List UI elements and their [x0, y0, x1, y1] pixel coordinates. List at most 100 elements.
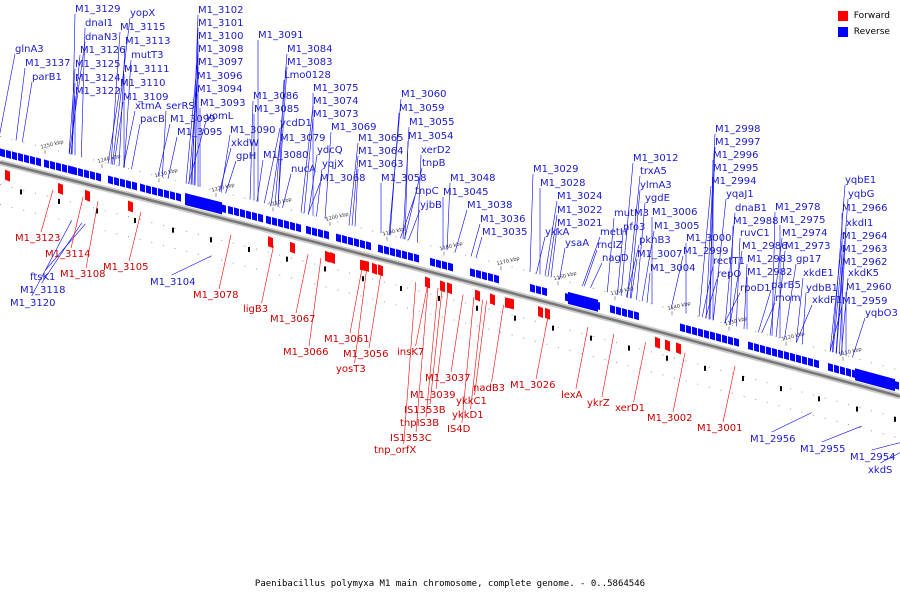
leader-line [725, 212, 736, 324]
reverse-gene [126, 180, 131, 190]
gene-label-reverse: M1_3097 [198, 57, 243, 68]
leader-line [839, 227, 847, 355]
gene-label-reverse: M1_3029 [533, 164, 578, 175]
leader-line [225, 160, 237, 194]
reverse-gene [84, 169, 89, 179]
forward-gene [378, 264, 383, 277]
reverse-gene [140, 183, 145, 193]
leader-line [68, 68, 76, 154]
reverse-gene [846, 367, 851, 377]
tick-label: 1180 kbp [439, 241, 463, 253]
leader-line [544, 200, 558, 276]
reverse-gene [312, 227, 317, 237]
forward-gene [505, 297, 514, 310]
gene-label-forward: M1_3066 [283, 347, 328, 358]
gene-label-reverse: M1_3124 [75, 73, 120, 84]
gene-label-reverse: M1_2986 [742, 241, 787, 252]
gene-label-forward: tnp_orfX [374, 445, 416, 456]
gene-label-reverse: M1_3098 [198, 44, 243, 55]
gene-label-reverse: M1_2978 [775, 202, 820, 213]
gene-label-reverse: M1_2998 [715, 124, 760, 135]
gene-label-reverse: M1_3104 [150, 277, 195, 288]
leader-line [802, 292, 807, 345]
gene-label-reverse: ygdE [645, 193, 670, 204]
gene-label-reverse: M1_3111 [124, 64, 169, 75]
leader-line [415, 285, 428, 347]
gene-label-reverse: rpoD1 [740, 283, 771, 294]
forward-gene [290, 241, 295, 254]
intergenic-mark [438, 295, 440, 301]
gene-label-reverse: M1_3079 [280, 133, 325, 144]
tick-label: 1240 kbp [97, 153, 121, 165]
leader-line [435, 290, 449, 390]
reverse-gene-block [855, 368, 895, 392]
leader-line [626, 244, 640, 298]
reverse-gene [36, 157, 41, 167]
reverse-gene [384, 245, 389, 255]
leader-line [400, 195, 416, 239]
leader-line [124, 59, 132, 168]
gene-label-reverse: gp17 [796, 254, 821, 265]
gene-label-forward: M1_3078 [193, 290, 238, 301]
reverse-gene [796, 354, 801, 364]
reverse-gene [530, 283, 535, 293]
gene-label-reverse: M1_3125 [75, 59, 120, 70]
reverse-gene [476, 269, 481, 279]
gene-label-reverse: M1_3004 [650, 263, 695, 274]
reverse-gene [50, 160, 55, 170]
reverse-gene [96, 172, 101, 182]
intergenic-mark [286, 256, 288, 262]
leader-line [771, 412, 812, 433]
gene-label-reverse: M1_3093 [200, 98, 245, 109]
intergenic-mark [362, 276, 364, 282]
leader-line [354, 168, 359, 227]
reverse-gene [266, 215, 271, 225]
leader-line [796, 277, 804, 343]
leader-line [351, 155, 359, 226]
reverse-gene [442, 260, 447, 270]
reverse-gene [760, 344, 765, 354]
tick-label: 1140 kbp [667, 301, 691, 313]
reverse-gene [408, 252, 413, 262]
intergenic-mark [780, 386, 782, 392]
reverse-gene [146, 185, 151, 195]
reverse-gene [710, 331, 715, 341]
gene-label-reverse: M1_3064 [358, 146, 403, 157]
reverse-gene [158, 188, 163, 198]
gene-label-reverse: nucA [291, 164, 316, 175]
reverse-gene [784, 351, 789, 361]
reverse-gene [622, 308, 627, 318]
gene-label-reverse: pknB3 [639, 235, 671, 246]
reverse-swatch [837, 27, 848, 37]
reverse-gene [360, 239, 365, 249]
chromosome-backbone [0, 161, 900, 398]
leader-line [630, 189, 641, 299]
gene-label-reverse: nagD [602, 253, 629, 264]
intergenic-mark [856, 406, 858, 412]
reverse-gene [402, 250, 407, 260]
leader-line [219, 147, 232, 192]
leader-line [274, 53, 288, 206]
reverse-gene [430, 257, 435, 267]
reverse-gene [44, 159, 49, 169]
gene-label-reverse: M1_3090 [230, 125, 275, 136]
legend-forward: Forward [837, 8, 890, 24]
reverse-gene [12, 151, 17, 161]
forward-gene [676, 342, 681, 355]
gene-label-reverse: M1_3094 [197, 84, 242, 95]
leader-line [185, 53, 199, 184]
leader-line [601, 333, 615, 398]
leader-line [69, 41, 86, 154]
leader-line [171, 255, 212, 276]
intergenic-mark [58, 198, 60, 204]
gene-label-reverse: M1_2956 [750, 434, 795, 445]
tick-label: 1170 kbp [496, 256, 520, 268]
leader-line [829, 305, 843, 352]
gene-label-reverse: parB1 [32, 72, 62, 83]
reverse-gene [290, 221, 295, 231]
gene-label-reverse: M1_3085 [254, 104, 299, 115]
reverse-gene [62, 163, 67, 173]
gene-label-reverse: M1_2996 [713, 150, 758, 161]
reverse-gene [772, 347, 777, 357]
gene-label-reverse: M1_3024 [557, 191, 602, 202]
